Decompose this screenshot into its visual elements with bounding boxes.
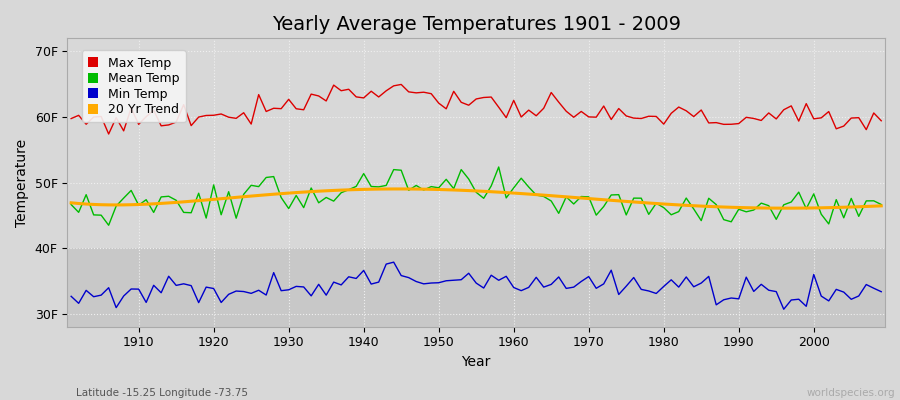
Text: worldspecies.org: worldspecies.org bbox=[807, 388, 896, 398]
Legend: Max Temp, Mean Temp, Min Temp, 20 Yr Trend: Max Temp, Mean Temp, Min Temp, 20 Yr Tre… bbox=[82, 50, 185, 122]
Text: Latitude -15.25 Longitude -73.75: Latitude -15.25 Longitude -73.75 bbox=[76, 388, 248, 398]
Bar bbox=[68, 248, 885, 327]
Title: Yearly Average Temperatures 1901 - 2009: Yearly Average Temperatures 1901 - 2009 bbox=[272, 15, 680, 34]
X-axis label: Year: Year bbox=[462, 355, 490, 369]
Y-axis label: Temperature: Temperature bbox=[15, 138, 29, 226]
